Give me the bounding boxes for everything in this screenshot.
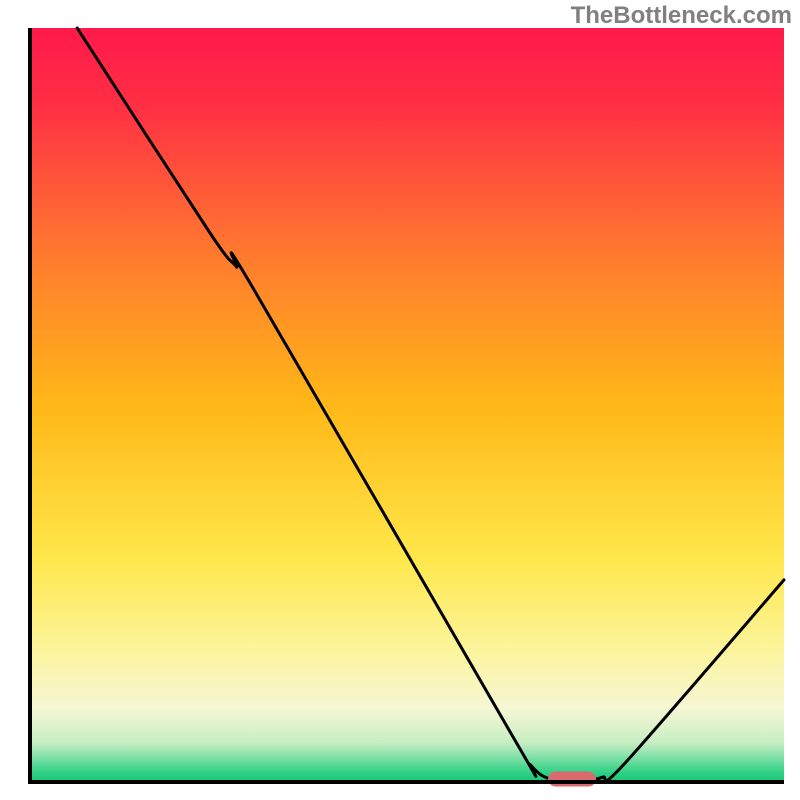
bottleneck-curve: [77, 28, 784, 781]
curve-layer: [28, 28, 784, 784]
x-axis: [28, 780, 784, 784]
watermark-text: TheBottleneck.com: [571, 2, 792, 30]
y-axis: [28, 28, 32, 784]
plot-area: [28, 28, 784, 784]
chart-container: { "watermark": { "text": "TheBottleneck.…: [0, 0, 800, 800]
